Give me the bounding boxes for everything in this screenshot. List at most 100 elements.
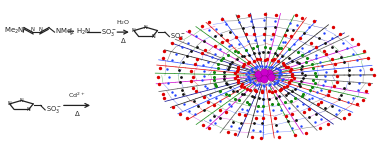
Point bbox=[272, 82, 278, 84]
Point bbox=[211, 79, 217, 81]
Point bbox=[259, 71, 265, 74]
Point bbox=[259, 72, 265, 75]
Point bbox=[217, 48, 223, 50]
Point bbox=[265, 71, 271, 74]
Point bbox=[282, 40, 288, 43]
Point bbox=[354, 59, 360, 61]
Point bbox=[300, 93, 306, 95]
Point bbox=[239, 55, 245, 57]
Point bbox=[223, 39, 229, 41]
Point bbox=[246, 61, 252, 63]
Point bbox=[274, 129, 280, 132]
Point bbox=[265, 71, 271, 73]
Point bbox=[264, 73, 270, 76]
Point bbox=[243, 73, 249, 76]
Text: N: N bbox=[39, 27, 43, 32]
Point bbox=[201, 70, 207, 73]
Point bbox=[299, 103, 305, 105]
Point bbox=[256, 75, 262, 77]
Point bbox=[218, 33, 225, 36]
Point bbox=[193, 34, 199, 37]
Point bbox=[268, 66, 274, 68]
Point bbox=[284, 84, 290, 87]
Point bbox=[257, 65, 263, 67]
Text: H$_2$O: H$_2$O bbox=[116, 18, 130, 27]
Point bbox=[272, 26, 278, 28]
Point bbox=[184, 42, 191, 44]
Point bbox=[246, 103, 252, 105]
Point bbox=[366, 83, 372, 85]
Point bbox=[265, 77, 271, 80]
Point bbox=[170, 106, 177, 109]
Point bbox=[206, 127, 212, 129]
Point bbox=[254, 45, 260, 47]
Point bbox=[279, 55, 285, 57]
Point bbox=[265, 73, 271, 75]
Point bbox=[232, 133, 238, 135]
Point bbox=[211, 71, 217, 73]
Point bbox=[219, 41, 225, 43]
Point bbox=[261, 78, 267, 80]
Point bbox=[264, 77, 270, 79]
Point bbox=[232, 72, 239, 74]
Point bbox=[169, 42, 175, 44]
Point bbox=[200, 64, 206, 66]
Point bbox=[257, 130, 263, 133]
Point bbox=[186, 110, 192, 112]
Point bbox=[270, 33, 276, 35]
Point bbox=[264, 76, 270, 79]
Point bbox=[273, 96, 279, 99]
Point bbox=[201, 75, 207, 77]
Point bbox=[346, 74, 352, 76]
Point bbox=[313, 75, 319, 77]
Point bbox=[236, 113, 242, 115]
Point bbox=[198, 79, 204, 82]
Point bbox=[361, 50, 367, 52]
Point bbox=[243, 48, 249, 51]
Point bbox=[262, 66, 268, 68]
Point bbox=[223, 23, 229, 25]
Point bbox=[322, 107, 328, 109]
Point bbox=[318, 100, 324, 103]
Point bbox=[345, 69, 352, 72]
Point bbox=[174, 52, 180, 55]
Point bbox=[349, 37, 355, 40]
Point bbox=[245, 76, 251, 78]
Point bbox=[254, 65, 260, 67]
Point bbox=[235, 80, 241, 83]
Point bbox=[256, 78, 262, 80]
Point bbox=[228, 105, 234, 107]
Point bbox=[280, 62, 286, 64]
Point bbox=[306, 26, 312, 28]
Point bbox=[261, 71, 267, 73]
Text: N: N bbox=[20, 98, 23, 103]
Point bbox=[274, 68, 280, 70]
Point bbox=[268, 38, 274, 40]
Point bbox=[350, 97, 356, 99]
Point bbox=[292, 134, 298, 137]
Point bbox=[235, 66, 242, 68]
Point bbox=[344, 46, 350, 49]
Text: SO$_3^-$: SO$_3^-$ bbox=[101, 27, 117, 38]
Point bbox=[257, 75, 263, 77]
Point bbox=[259, 65, 265, 67]
Point bbox=[345, 101, 351, 103]
Text: Me$_2$N: Me$_2$N bbox=[5, 26, 25, 36]
Text: N: N bbox=[8, 101, 11, 106]
Point bbox=[316, 36, 322, 39]
Point bbox=[217, 117, 223, 119]
Point bbox=[221, 78, 227, 80]
Point bbox=[275, 103, 281, 105]
Point bbox=[280, 41, 286, 43]
Point bbox=[321, 49, 327, 52]
Point bbox=[299, 17, 305, 19]
Point bbox=[276, 136, 282, 139]
Point bbox=[271, 58, 277, 61]
Point bbox=[256, 96, 262, 99]
Point bbox=[272, 19, 278, 22]
Point bbox=[201, 39, 208, 42]
Point bbox=[251, 122, 257, 124]
Text: $\Delta$: $\Delta$ bbox=[74, 109, 81, 118]
Point bbox=[294, 105, 300, 108]
Point bbox=[300, 77, 306, 80]
